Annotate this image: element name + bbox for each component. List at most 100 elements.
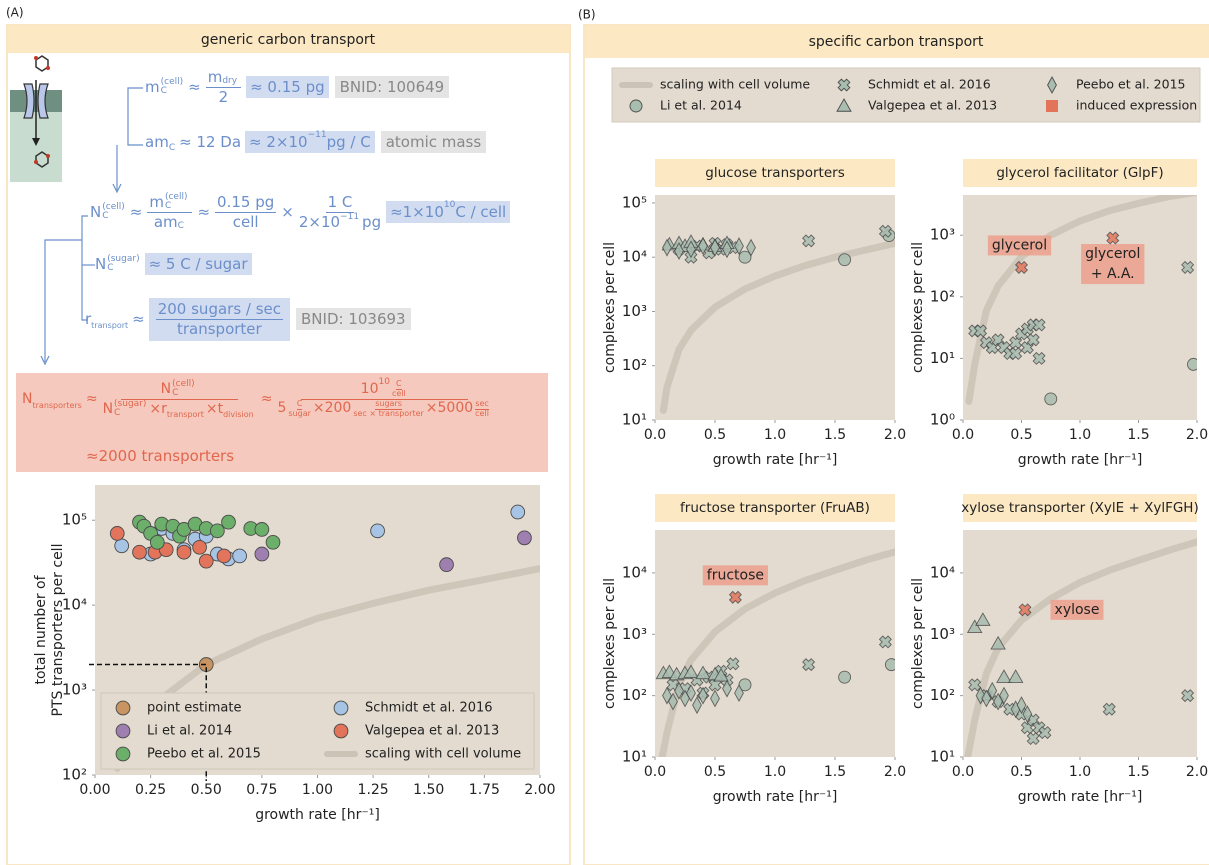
y-tick-label: 10⁵	[622, 193, 647, 211]
marker	[116, 747, 130, 761]
formula-part: mdry	[206, 68, 241, 88]
formula-part: m(cell)C	[147, 193, 192, 213]
formula-text: ≈2000 transporters	[86, 447, 234, 465]
x-tick-label: 1.0	[1069, 427, 1091, 443]
formula-text: ×	[281, 203, 294, 221]
marker	[839, 671, 851, 683]
formula-text: transport	[167, 410, 204, 420]
formula-part: N(cell)C	[121, 380, 238, 400]
formula-part: N(cell)C N(sugar)C×rtransport×tdivision	[103, 380, 256, 419]
formula-text: pg / C	[327, 133, 371, 151]
formula-text: sugar	[288, 410, 311, 419]
formula-part: ≈ 2×10−11 pg / C	[245, 131, 375, 153]
x-tick-label: 0.00	[79, 782, 110, 798]
formula-text: C	[172, 389, 195, 398]
y-tick-label: 10³	[930, 226, 955, 244]
formula-text: cell	[392, 390, 406, 399]
y-tick-label: 10¹	[622, 411, 647, 429]
x-axis-label: growth rate [hr⁻¹]	[1018, 789, 1143, 805]
x-tick-label: 0.0	[952, 764, 974, 780]
y-tick-label: 10¹	[622, 748, 647, 766]
formula-text: ≈	[261, 391, 273, 407]
marker	[150, 535, 164, 549]
formula: m(cell)C ≈ mdry2 ≈ 0.15 pgBNID: 100649	[145, 68, 449, 107]
formula-part: Csugar	[288, 400, 311, 419]
y-tick-label: 10³	[930, 625, 955, 643]
formula-text: division	[223, 410, 254, 420]
x-tick-label: 1.5	[1127, 764, 1149, 780]
marker	[334, 701, 348, 715]
formula-text: C	[114, 409, 146, 418]
marker	[115, 539, 129, 553]
x-tick-label: 0.5	[704, 427, 726, 443]
x-tick-label: 2.0	[1186, 764, 1208, 780]
marker	[177, 545, 191, 559]
panel-header: specific carbon transport	[809, 34, 984, 50]
y-tick-label: 10⁴	[930, 563, 955, 581]
marker	[116, 724, 130, 738]
formula: N(sugar)C ≈ 5 C / sugar	[95, 253, 252, 275]
x-axis-label: growth rate [hr⁻¹]	[713, 452, 838, 468]
x-tick-label: 0.25	[135, 782, 166, 798]
x-tick-label: 0.0	[644, 427, 666, 443]
marker	[255, 523, 269, 537]
chart-title: glycerol facilitator (GlpF)	[996, 165, 1163, 181]
y-tick-label: 10⁰	[930, 411, 955, 429]
y-axis-label: total number of	[33, 574, 49, 684]
x-tick-label: 1.5	[1127, 427, 1149, 443]
y-tick-label: 10²	[622, 686, 647, 704]
formula-text: ≈	[132, 310, 145, 328]
formula-text: N	[22, 391, 32, 407]
plot-area	[963, 195, 1197, 420]
marker	[511, 505, 525, 519]
formula-text: cell	[233, 213, 259, 232]
x-tick-label: 0.5	[704, 764, 726, 780]
legend-label: Valgepea et al. 2013	[365, 724, 499, 739]
formula-text: 5	[277, 400, 286, 418]
formula-text: sec × transporter	[353, 410, 423, 419]
marker	[199, 554, 213, 568]
x-axis-label: growth rate [hr⁻¹]	[1018, 452, 1143, 468]
formula-text: N	[103, 401, 113, 419]
legend-label: Valgepea et al. 2013	[868, 98, 997, 113]
formula-part: (sugar)C	[114, 400, 146, 419]
formula-text: ×r	[149, 401, 167, 419]
legend-label: Li et al. 2014	[147, 724, 232, 739]
annotation: fructose	[707, 567, 764, 583]
formula-part: (cell)C	[172, 380, 195, 399]
formula-text: ×200	[313, 400, 351, 418]
y-tick-label: 10²	[62, 766, 87, 784]
transporter-icon	[10, 56, 62, 182]
formula-text: ≈1×10	[390, 203, 444, 221]
y-tick-label: 10¹	[930, 748, 955, 766]
chart-title: fructose transporter (FruAB)	[680, 500, 870, 516]
formula-part: m(cell)CamC	[147, 193, 192, 232]
formula-text: −11	[308, 130, 327, 140]
formula-text: ≈ 0.15 pg	[246, 76, 329, 98]
x-tick-label: 1.25	[358, 782, 389, 798]
formula-part: (cell)C	[102, 203, 125, 222]
marker	[885, 659, 897, 671]
formula-text: pg	[362, 213, 381, 232]
x-axis-label: growth rate [hr⁻¹]	[255, 807, 380, 823]
legend-label: scaling with cell volume	[660, 77, 810, 92]
y-axis-label: complexes per cell	[910, 242, 926, 373]
formula-text: ≈ 5 C / sugar	[145, 253, 252, 275]
formula-text: C	[165, 202, 188, 211]
x-tick-label: 0.50	[191, 782, 222, 798]
marker	[266, 535, 280, 549]
formula-text: 0.15 pg	[215, 193, 276, 213]
x-tick-label: 2.0	[884, 764, 906, 780]
formula-part: 1 C2×10−11pg	[299, 193, 381, 232]
formula: Ntransporters≈ N(cell)C N(sugar)C×rtrans…	[22, 380, 494, 419]
formula-text: cell	[475, 410, 489, 419]
y-tick-label: 10³	[622, 625, 647, 643]
marker	[1046, 100, 1058, 112]
figure: (A) generic carbon transport (B) specifi…	[0, 0, 1209, 865]
formula-part: (cell)C	[161, 78, 184, 97]
x-axis-label: growth rate [hr⁻¹]	[713, 789, 838, 805]
